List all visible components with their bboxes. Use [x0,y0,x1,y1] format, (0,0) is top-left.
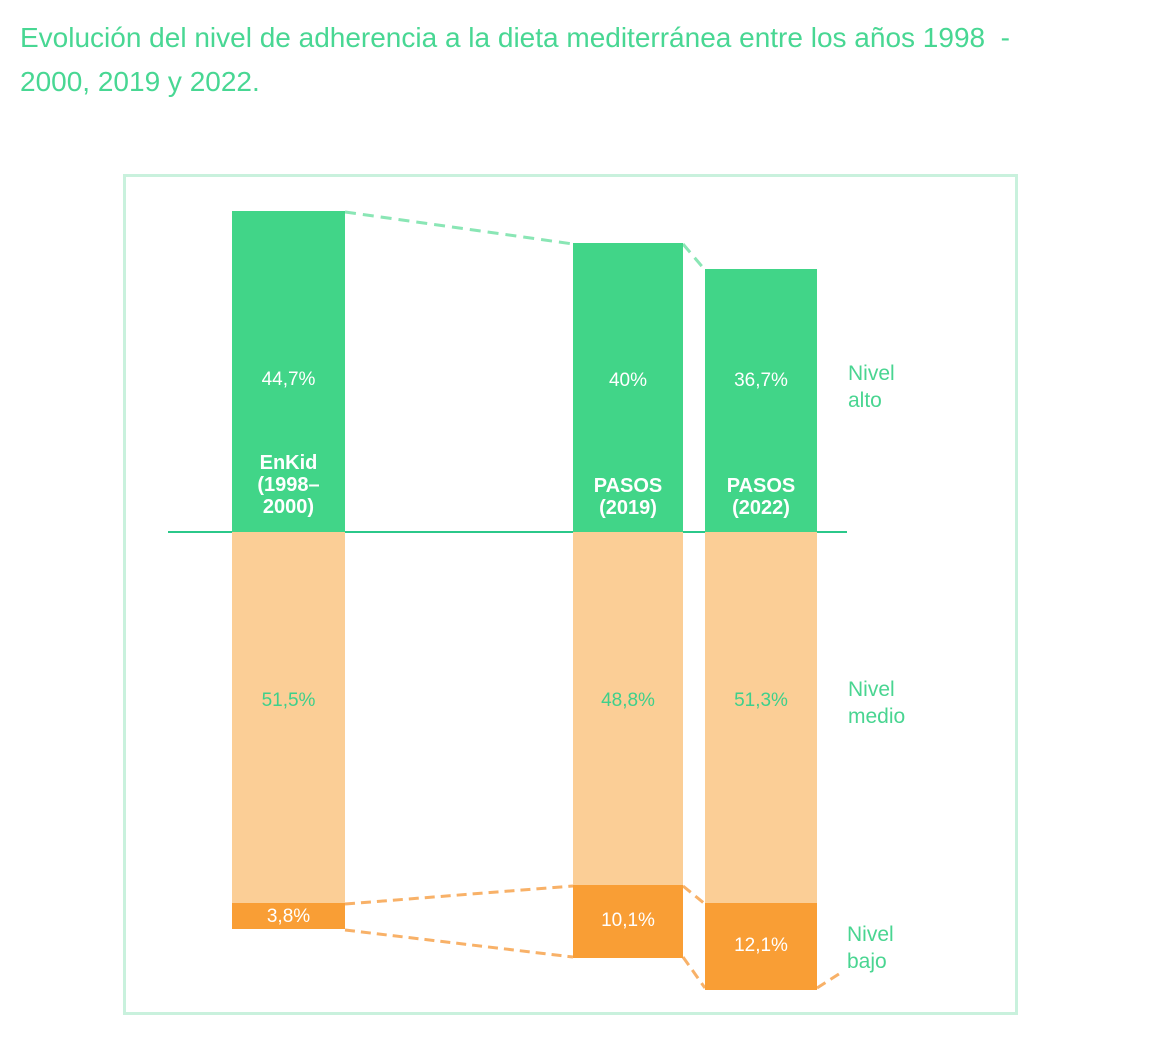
legend-nivel-bajo-line2: bajo [847,950,887,973]
page-title-line2: 2000, 2019 y 2022. [20,66,260,97]
bar1-category-line1: EnKid [259,452,318,474]
bar2-nivel-medio-segment [573,532,683,885]
legend-nivel-bajo-line1: Nivel [847,923,894,946]
legend-nivel-alto: Nivel alto [848,360,895,414]
bar1-category-line3: 2000) [262,496,315,518]
legend-nivel-alto-line2: alto [848,389,882,412]
baseline-divider [168,531,847,533]
bar1-medio-value-label: 51,5% [261,690,316,711]
legend-nivel-medio: Nivel medio [848,676,905,730]
page-title: Evolución del nivel de adherencia a la d… [20,16,1150,104]
bar3-bajo-value-label: 12,1% [734,935,788,956]
bar3-nivel-alto-segment [705,269,817,532]
bar3-alto-value-label: 36,7% [734,370,788,391]
bar3-category-label: PASOS (2022) [695,475,827,519]
bar3-medio-value-label: 51,3% [734,690,788,711]
legend-nivel-bajo: Nivel bajo [847,921,894,975]
legend-nivel-medio-line2: medio [848,705,906,728]
bar2-category-line2: (2019) [599,497,657,519]
bar2-bajo-value-label: 10,1% [601,910,655,931]
bar3-nivel-medio-segment [705,532,817,903]
bar1-nivel-bajo-segment [232,903,345,929]
bar2-alto-value-label: 40% [608,370,648,391]
bar2-category-label: PASOS (2019) [563,475,693,519]
bar2-category-line1: PASOS [593,475,663,497]
legend-nivel-medio-line1: Nivel [848,678,895,701]
bar2-nivel-alto-segment [573,243,683,532]
green-dashed-connectors [344,210,707,271]
bar1-bajo-value-label: 3,8% [266,906,311,927]
bar1-category-line2: (1998– [257,474,320,496]
bar3-category-line1: PASOS [726,475,796,497]
bar1-nivel-medio-segment [232,532,345,903]
bar1-alto-value-label: 44,7% [261,369,316,390]
orange-dashed-connectors [344,884,843,990]
bar2-nivel-bajo-segment [573,885,683,958]
bar2-medio-value-label: 48,8% [601,690,655,711]
page-title-line1: Evolución del nivel de adherencia a la d… [20,22,1010,53]
bar3-nivel-bajo-segment [705,903,817,990]
bar1-nivel-alto-segment [232,211,345,532]
bar1-category-label: EnKid (1998– 2000) [222,452,355,518]
legend-nivel-alto-line1: Nivel [848,362,895,385]
bar3-category-line2: (2022) [732,497,790,519]
